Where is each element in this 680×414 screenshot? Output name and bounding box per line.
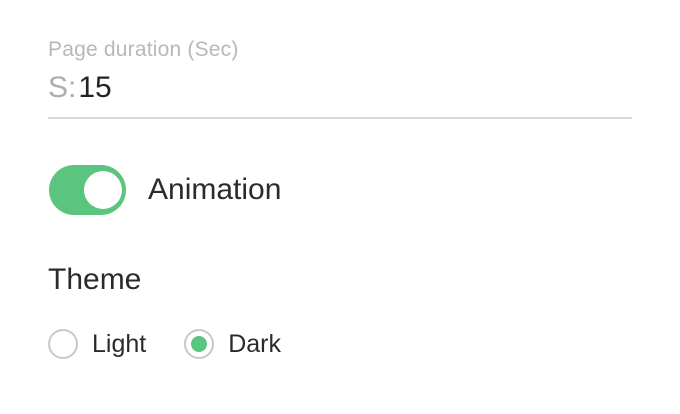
animation-row: Animation — [49, 165, 680, 215]
radio-dark-dot — [191, 336, 208, 352]
page-duration-prefix: S: — [48, 71, 77, 104]
field-underline — [48, 117, 632, 119]
page-duration-field: Page duration (Sec) S: 15 — [48, 38, 632, 119]
theme-option-dark[interactable]: Dark — [184, 329, 281, 359]
page-duration-input[interactable]: S: 15 — [48, 71, 632, 105]
theme-option-light[interactable]: Light — [48, 329, 146, 359]
toggle-knob — [84, 171, 122, 209]
theme-light-label: Light — [92, 329, 147, 358]
theme-dark-label: Dark — [228, 329, 282, 358]
theme-options: Light Dark — [48, 329, 680, 359]
page-duration-value[interactable]: 15 — [78, 71, 112, 104]
animation-label: Animation — [148, 173, 282, 206]
radio-light-circle[interactable] — [48, 329, 78, 359]
theme-heading: Theme — [48, 263, 142, 296]
radio-light-dot — [55, 336, 71, 352]
radio-dark-circle[interactable] — [184, 329, 215, 359]
animation-toggle[interactable] — [49, 165, 126, 215]
page-duration-label: Page duration (Sec) — [48, 38, 239, 61]
